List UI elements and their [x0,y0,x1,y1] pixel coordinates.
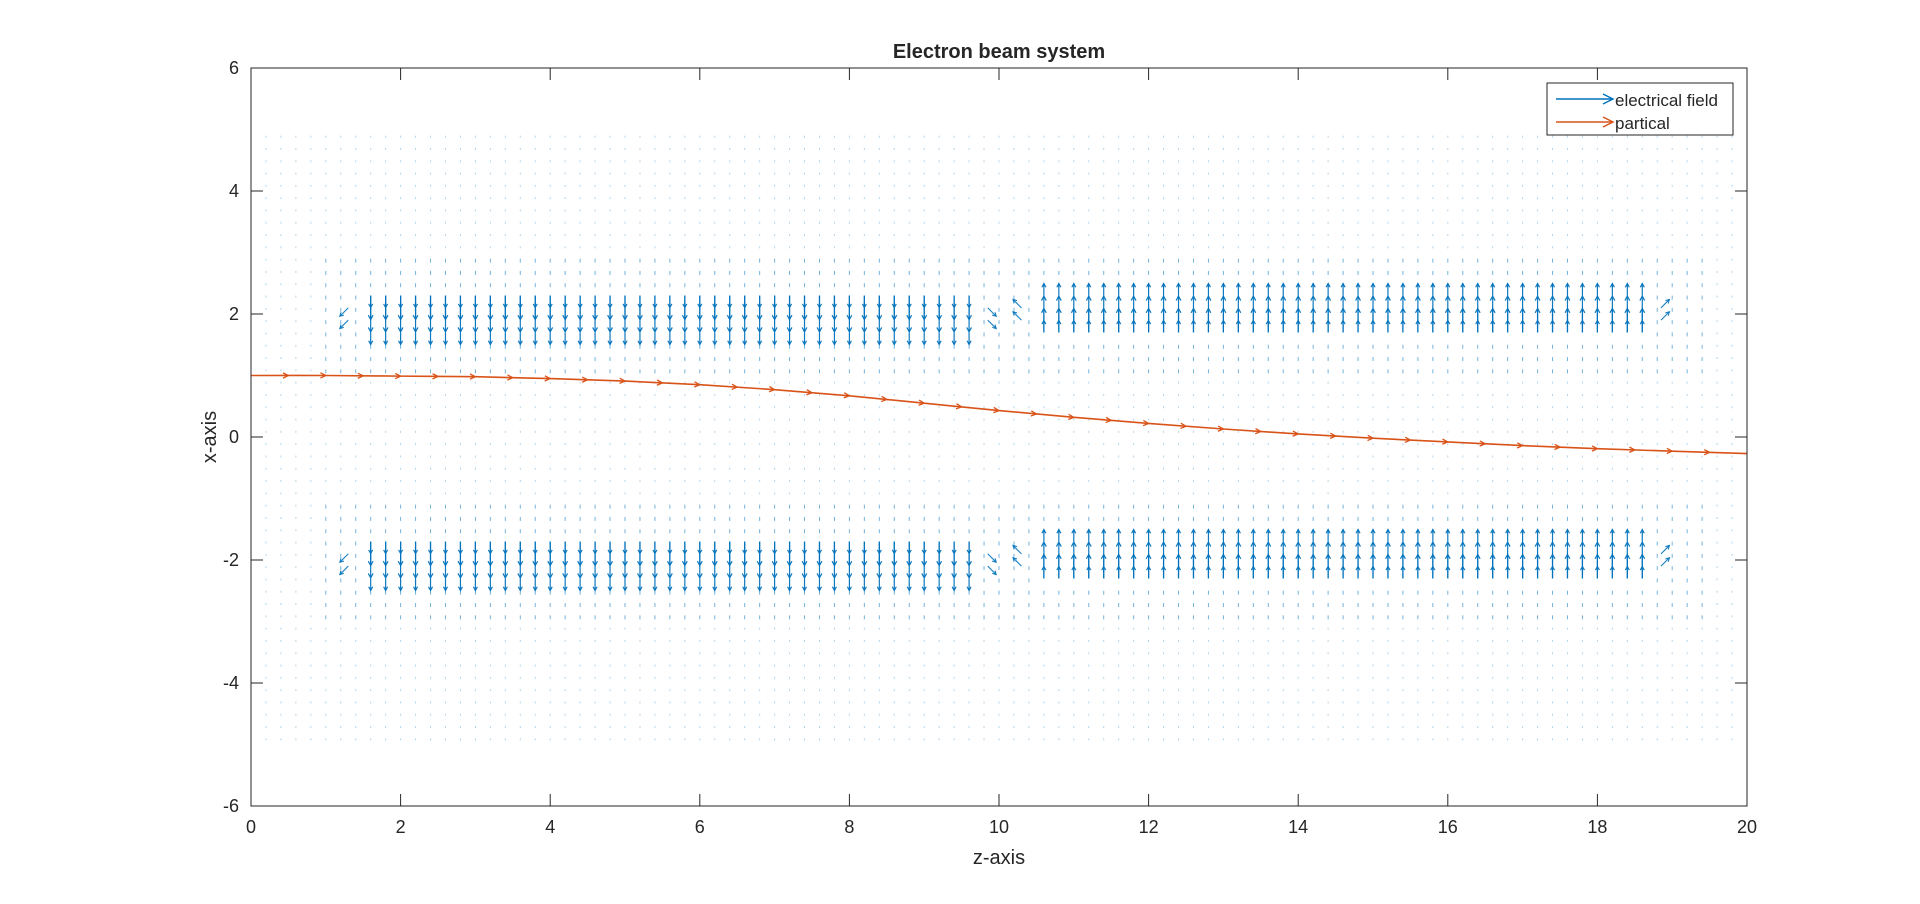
plot-area [251,68,1747,806]
